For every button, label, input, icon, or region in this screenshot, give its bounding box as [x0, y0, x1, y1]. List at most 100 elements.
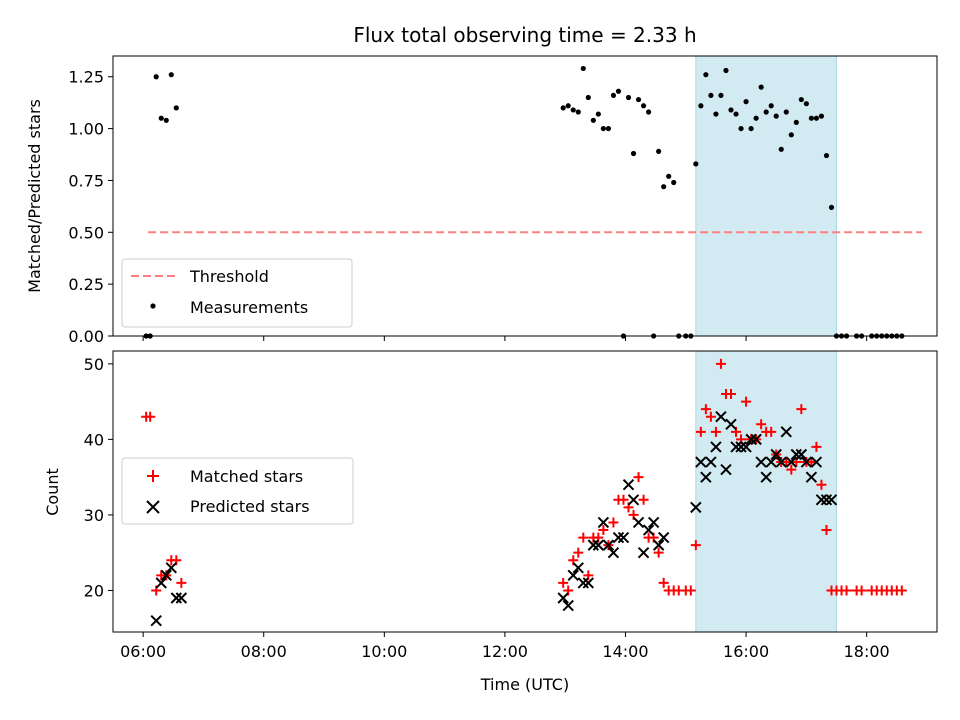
y-tick-label: 20 — [84, 581, 104, 600]
predicted-star-marker — [690, 501, 702, 514]
measurement-point — [646, 109, 652, 115]
predicted-star-marker — [730, 441, 742, 453]
matched-star-marker — [705, 411, 716, 422]
measurement-point — [753, 115, 759, 121]
legend-matched-label: Matched stars — [190, 467, 303, 486]
matched-star-marker — [741, 396, 752, 407]
predicted-star-marker — [710, 441, 722, 453]
x-tick-label: 08:00 — [241, 642, 287, 661]
measurement-point — [168, 72, 174, 78]
matched-star-marker — [726, 389, 736, 400]
y-tick-label: 30 — [84, 506, 104, 525]
predicted-star-marker — [155, 577, 167, 589]
measurement-point — [798, 96, 804, 103]
predicted-star-marker — [695, 456, 707, 468]
measurement-point — [828, 204, 835, 211]
measurement-point — [748, 125, 754, 132]
predicted-star-marker — [617, 531, 630, 544]
matched-star-marker — [710, 426, 721, 437]
matched-star-marker — [796, 404, 807, 415]
predicted-star-marker — [597, 516, 610, 529]
measurement-point — [640, 103, 647, 109]
measurement-point — [808, 115, 814, 121]
predicted-star-marker — [612, 531, 625, 544]
matched-star-marker — [578, 532, 589, 543]
predicted-star-marker — [607, 546, 620, 559]
matched-star-marker — [811, 441, 822, 452]
measurement-point — [788, 132, 794, 138]
predicted-star-marker — [602, 539, 615, 551]
measurement-point — [763, 109, 769, 115]
matched-star-marker — [618, 494, 629, 505]
measurement-point — [743, 99, 749, 105]
matched-star-marker — [558, 577, 569, 588]
matched-star-marker — [786, 464, 797, 475]
matched-star-marker — [690, 540, 701, 551]
predicted-star-marker — [785, 456, 798, 468]
measurement-point — [560, 105, 566, 111]
measurement-point — [173, 105, 179, 111]
predicted-stars-points — [150, 411, 838, 627]
matched-star-marker — [766, 426, 777, 437]
shaded-region — [695, 55, 838, 337]
predicted-star-marker — [720, 463, 732, 476]
measurement-point — [823, 152, 830, 159]
shaded-span — [695, 55, 838, 337]
predicted-star-marker — [705, 456, 717, 468]
measurement-point — [153, 74, 159, 80]
predicted-star-marker — [632, 516, 645, 529]
x-axis-label: Time (UTC) — [480, 675, 569, 694]
predicted-star-marker — [567, 569, 579, 582]
y-tick-label: 0.25 — [68, 275, 104, 294]
predicted-star-marker — [790, 448, 803, 461]
y-tick-label: 0.50 — [68, 223, 104, 242]
predicted-star-marker — [652, 539, 665, 551]
measurement-point — [718, 92, 724, 99]
matched-star-marker — [806, 457, 817, 468]
predicted-star-marker — [795, 448, 808, 461]
top-panel: 0.00 0.25 0.50 0.75 1.00 1.25 Matched/Predict… — [25, 55, 938, 346]
x-tick-label: 14:00 — [602, 642, 648, 661]
matched-star-marker — [638, 494, 649, 505]
matched-star-marker — [715, 358, 726, 369]
matched-star-marker — [598, 525, 609, 536]
legend-matched-swatch — [147, 470, 159, 482]
y-tick-label: 1.25 — [68, 68, 104, 87]
predicted-star-marker — [622, 478, 635, 491]
matched-star-marker — [176, 577, 187, 588]
predicted-star-marker — [642, 524, 655, 536]
x-tick-label: 16:00 — [723, 642, 769, 661]
predicted-star-marker — [647, 516, 660, 529]
measurement-point — [661, 184, 667, 190]
top-axes-frame — [112, 55, 938, 337]
measurement-point — [615, 88, 622, 94]
legend-measurements-swatch — [150, 303, 156, 309]
predicted-star-marker — [815, 494, 828, 506]
measurement-point — [818, 113, 825, 119]
measurement-point — [713, 111, 719, 117]
predicted-star-marker — [740, 441, 752, 453]
matched-star-marker — [633, 472, 644, 483]
bottom-axes-frame — [112, 350, 938, 633]
matched-star-marker — [695, 426, 706, 437]
x-tick-label: 06:00 — [120, 642, 166, 661]
y-tick-label: 0.00 — [68, 327, 104, 346]
measurement-point — [773, 113, 779, 119]
measurement-point — [813, 115, 820, 121]
predicted-star-marker — [175, 592, 188, 604]
predicted-star-marker — [760, 471, 772, 483]
measurement-point — [783, 109, 789, 115]
predicted-star-marker — [582, 577, 595, 589]
predicted-star-marker — [825, 494, 838, 506]
measurement-point — [163, 117, 169, 123]
measurement-point — [565, 103, 571, 109]
measurement-point — [605, 125, 612, 132]
measurement-point — [723, 67, 729, 74]
predicted-star-marker — [820, 494, 833, 506]
measurement-point — [585, 94, 591, 101]
measurement-point — [728, 107, 734, 113]
top-y-axis-label: Matched/Predicted stars — [25, 99, 44, 293]
y-tick-label: 0.75 — [68, 171, 104, 190]
predicted-star-marker — [750, 433, 762, 446]
